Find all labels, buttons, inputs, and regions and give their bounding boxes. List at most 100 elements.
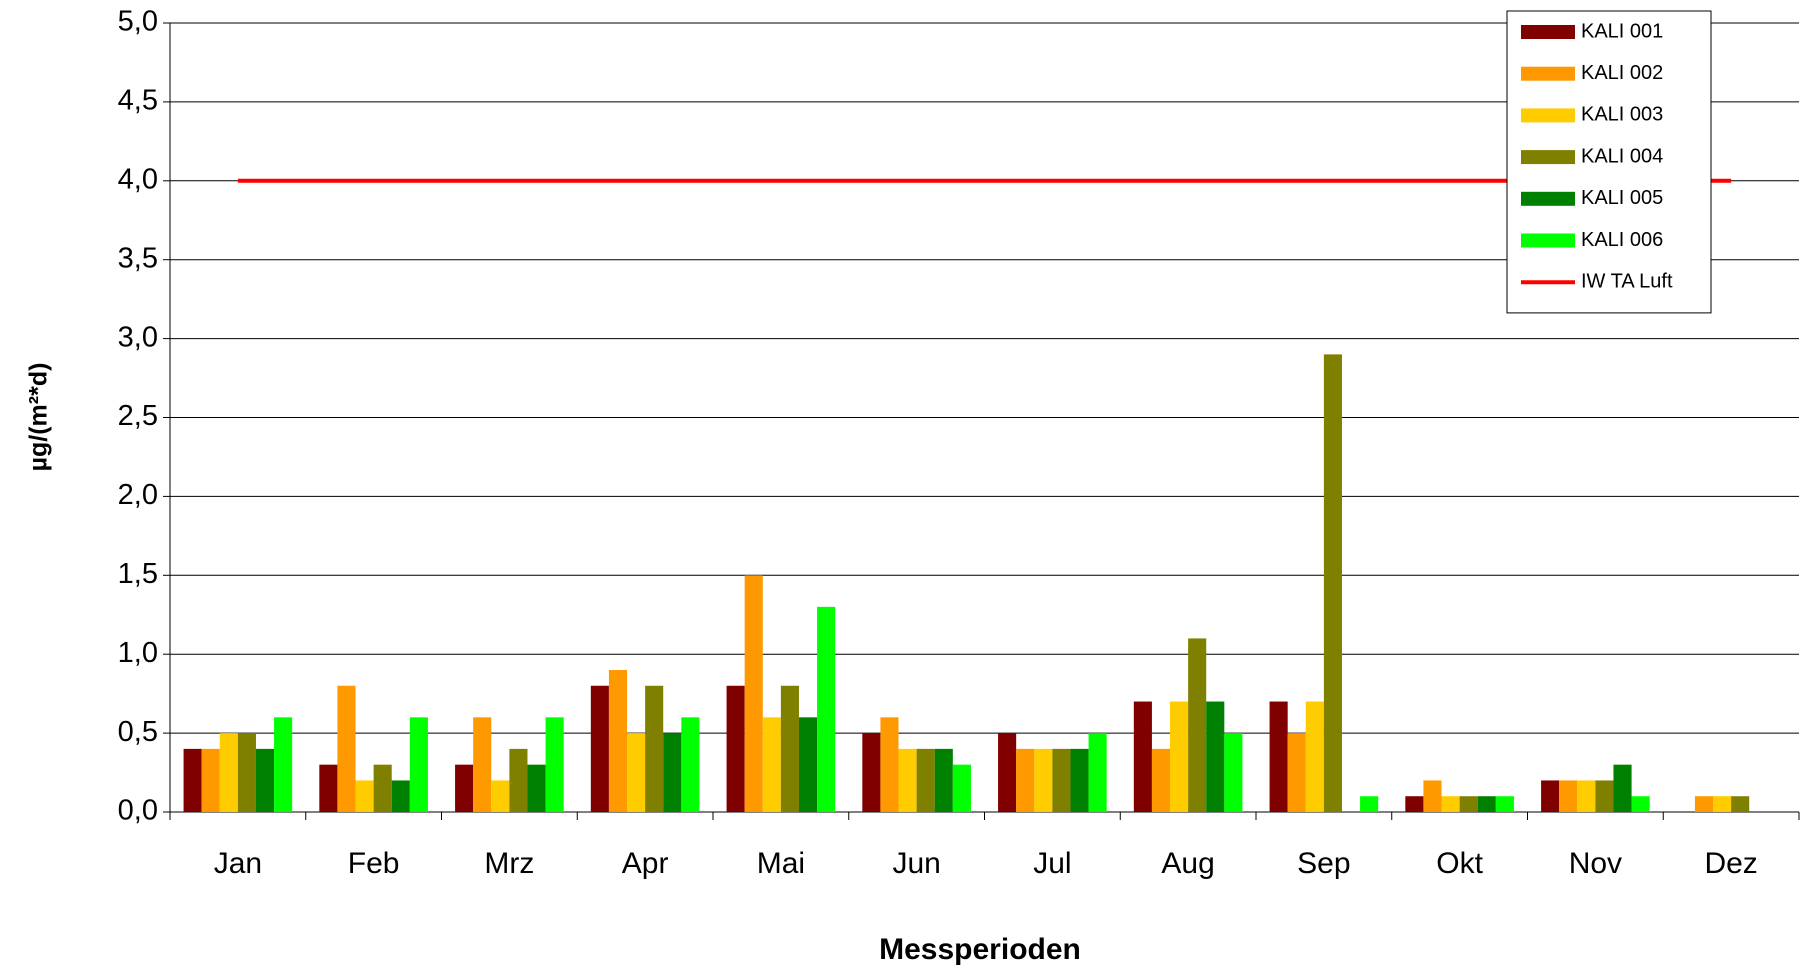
- bar: [1441, 796, 1460, 812]
- bar: [762, 717, 781, 812]
- y-tick-label: 3,0: [118, 321, 158, 353]
- bar: [1170, 701, 1189, 812]
- legend-label: IW TA Luft: [1581, 270, 1673, 292]
- x-tick-label: Jul: [1033, 847, 1071, 880]
- bar: [1577, 780, 1596, 812]
- bar: [319, 764, 338, 812]
- bar: [627, 733, 646, 812]
- x-tick-label: Nov: [1569, 847, 1622, 880]
- x-tick-label: Okt: [1436, 847, 1483, 880]
- bar: [1541, 780, 1560, 812]
- bar: [409, 717, 428, 812]
- bar: [1133, 701, 1152, 812]
- legend-label: KALI 003: [1581, 104, 1663, 126]
- bar: [934, 748, 953, 812]
- x-tick-label: Mai: [757, 847, 805, 880]
- y-tick-label: 1,0: [118, 637, 158, 669]
- bar: [337, 685, 356, 812]
- bar: [1224, 733, 1243, 812]
- bar: [1631, 796, 1650, 812]
- bar: [1405, 796, 1424, 812]
- bar: [916, 748, 935, 812]
- x-tick-label: Mrz: [484, 847, 534, 880]
- bar: [898, 748, 917, 812]
- legend-swatch: [1521, 108, 1575, 123]
- bar: [1070, 748, 1089, 812]
- bar: [183, 748, 202, 812]
- y-tick-label: 2,0: [118, 479, 158, 511]
- legend-label: KALI 006: [1581, 229, 1663, 251]
- bar: [391, 780, 410, 812]
- y-tick-label: 2,5: [118, 400, 158, 432]
- bar: [1713, 796, 1732, 812]
- bar: [1206, 701, 1225, 812]
- bar: [527, 764, 546, 812]
- legend-swatch: [1521, 150, 1575, 165]
- bar: [219, 733, 238, 812]
- x-tick-label: Feb: [348, 847, 400, 880]
- bar: [952, 764, 971, 812]
- bar: [1613, 764, 1632, 812]
- bar: [1459, 796, 1478, 812]
- bar: [1559, 780, 1578, 812]
- bar: [608, 669, 628, 812]
- bar: [1495, 796, 1514, 812]
- bar: [744, 575, 763, 812]
- y-tick-label: 3,5: [118, 242, 158, 274]
- bar: [509, 748, 528, 812]
- x-tick-label: Aug: [1161, 847, 1214, 880]
- bar: [237, 733, 256, 812]
- bar: [645, 685, 664, 812]
- legend-label: KALI 004: [1581, 145, 1663, 167]
- legend-swatch: [1521, 66, 1575, 81]
- legend-label: KALI 002: [1581, 62, 1663, 84]
- y-tick-label: 4,5: [118, 85, 158, 117]
- x-tick-label: Jun: [892, 847, 940, 880]
- legend-label: KALI 001: [1581, 20, 1663, 42]
- y-tick-label: 1,5: [118, 558, 158, 590]
- x-axis-title: Messperioden: [879, 933, 1081, 966]
- x-tick-label: Apr: [622, 847, 669, 880]
- bar: [1088, 733, 1107, 812]
- bar: [274, 717, 293, 812]
- bar: [201, 748, 220, 812]
- bar: [545, 717, 564, 812]
- legend-label: KALI 005: [1581, 187, 1663, 209]
- y-tick-label: 0,0: [118, 795, 158, 827]
- bar: [473, 717, 492, 812]
- bar: [1151, 748, 1171, 812]
- bar: [1052, 748, 1071, 812]
- bar: [780, 685, 799, 812]
- bar: [590, 685, 609, 812]
- bar: [1595, 780, 1614, 812]
- bar: [373, 764, 392, 812]
- bar: [862, 733, 881, 812]
- bar: [817, 606, 836, 812]
- bar: [998, 733, 1017, 812]
- y-axis-title: µg/(m²*d): [25, 363, 53, 472]
- bar: [663, 733, 682, 812]
- bar: [355, 780, 374, 812]
- bar: [880, 717, 899, 812]
- x-tick-label: Sep: [1297, 847, 1350, 880]
- bar: [681, 717, 700, 812]
- x-tick-label: Dez: [1704, 847, 1757, 880]
- y-tick-label: 4,0: [118, 163, 158, 195]
- bar: [455, 764, 474, 812]
- legend-swatch: [1521, 25, 1575, 39]
- bar: [1423, 780, 1442, 812]
- bar: [1188, 638, 1207, 812]
- y-tick-label: 0,5: [118, 716, 158, 748]
- bar: [1305, 701, 1324, 812]
- bar: [1477, 796, 1496, 812]
- bar: [1323, 354, 1342, 812]
- y-tick-label: 5,0: [118, 6, 158, 38]
- bar: [1287, 733, 1306, 812]
- bar: [1269, 701, 1288, 812]
- bar: [1016, 748, 1035, 812]
- legend-swatch: [1521, 233, 1575, 248]
- bar: [1694, 796, 1714, 812]
- bar: [255, 748, 275, 812]
- legend-swatch: [1521, 191, 1575, 206]
